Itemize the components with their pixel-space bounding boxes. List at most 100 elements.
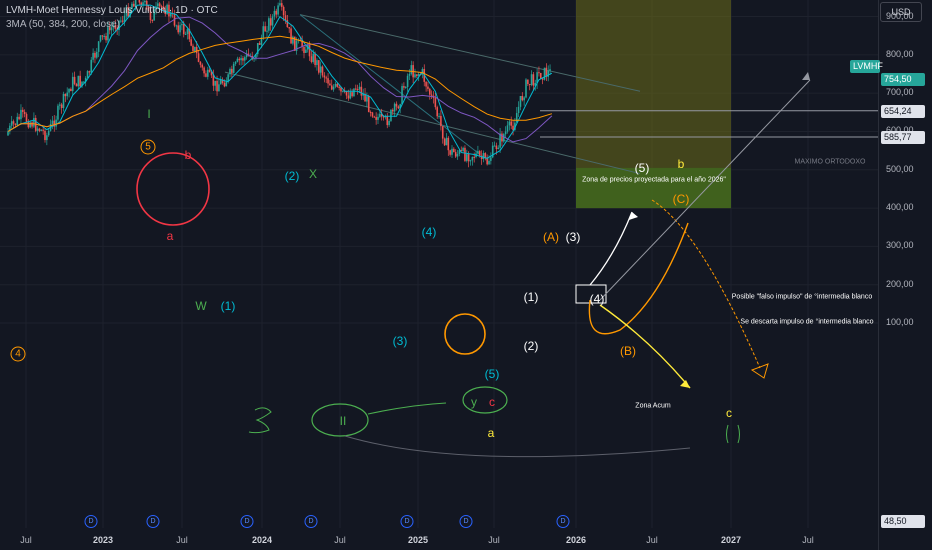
candle bbox=[197, 53, 200, 62]
candle bbox=[453, 148, 455, 153]
candle bbox=[258, 43, 261, 45]
candle bbox=[491, 145, 494, 158]
candle bbox=[221, 79, 224, 83]
dividend-marker[interactable]: D bbox=[84, 515, 98, 528]
candle bbox=[501, 133, 503, 142]
channel-line bbox=[299, 14, 481, 155]
candle bbox=[127, 7, 130, 17]
candle bbox=[515, 113, 518, 123]
candle bbox=[86, 71, 89, 78]
candle bbox=[255, 54, 257, 59]
candle bbox=[84, 77, 87, 82]
candle bbox=[166, 4, 168, 15]
wave-label-I: I bbox=[147, 107, 151, 121]
candle bbox=[286, 20, 289, 28]
price-axis[interactable] bbox=[878, 0, 932, 550]
candle bbox=[75, 83, 78, 87]
candle bbox=[281, 3, 283, 7]
candle bbox=[445, 137, 448, 146]
candle bbox=[227, 74, 229, 82]
candle bbox=[510, 121, 512, 126]
green-question-mark bbox=[248, 407, 272, 434]
candle bbox=[101, 35, 104, 37]
candle bbox=[504, 131, 507, 135]
candle bbox=[208, 69, 211, 73]
candle bbox=[429, 88, 431, 95]
candle bbox=[364, 93, 366, 102]
candle bbox=[271, 16, 274, 26]
candle bbox=[266, 30, 268, 32]
candle bbox=[140, 2, 142, 5]
candle bbox=[223, 82, 226, 87]
candle bbox=[68, 88, 70, 93]
x-tick-label: Jul bbox=[176, 535, 188, 545]
candle bbox=[358, 86, 361, 90]
dividend-marker[interactable]: D bbox=[556, 515, 570, 528]
dividend-marker[interactable]: D bbox=[304, 515, 318, 528]
candle bbox=[480, 155, 483, 160]
price-tag-48,50: 48,50 bbox=[881, 515, 925, 528]
dividend-marker[interactable]: D bbox=[240, 515, 254, 528]
candle bbox=[493, 145, 496, 147]
candle bbox=[262, 26, 265, 38]
level-label-1: Posible "falso impulso" de °intermedia b… bbox=[731, 293, 873, 301]
candle bbox=[534, 83, 537, 86]
candle bbox=[64, 93, 67, 97]
price-tag-754,50: 754,50 bbox=[881, 73, 925, 87]
price-tag-LVMHF: LVMHF bbox=[850, 60, 883, 74]
candle bbox=[495, 145, 498, 150]
projection-zone-label: Zona de precios proyectada para el año 2… bbox=[582, 176, 726, 184]
candle bbox=[201, 64, 204, 68]
x-tick-label: 2023 bbox=[92, 535, 114, 545]
candle bbox=[151, 19, 154, 21]
candle bbox=[308, 44, 311, 57]
candle bbox=[107, 27, 109, 41]
candle bbox=[81, 81, 83, 87]
candle bbox=[55, 119, 57, 127]
candle bbox=[79, 75, 81, 87]
wave-label-c: c bbox=[726, 406, 732, 420]
candle bbox=[162, 6, 165, 11]
candle bbox=[349, 92, 352, 99]
y-tick-label: 800,00 bbox=[886, 48, 914, 59]
candle bbox=[147, 6, 150, 11]
wave-label-b: b bbox=[184, 148, 192, 162]
candle bbox=[186, 29, 189, 34]
candle bbox=[123, 15, 126, 22]
candle bbox=[203, 67, 205, 74]
currency-button[interactable]: USD bbox=[880, 2, 922, 22]
candle bbox=[22, 109, 24, 112]
candle bbox=[369, 111, 372, 113]
candle bbox=[188, 29, 191, 40]
candle bbox=[332, 86, 335, 90]
candle bbox=[532, 74, 535, 86]
white-arrow-path bbox=[589, 211, 633, 286]
candle bbox=[268, 18, 270, 31]
candle bbox=[319, 66, 322, 73]
candle bbox=[125, 7, 128, 16]
candle bbox=[456, 153, 459, 157]
wave-label-c: c bbox=[489, 395, 495, 409]
candle bbox=[443, 138, 446, 146]
dividend-marker[interactable]: D bbox=[400, 515, 414, 528]
candle bbox=[205, 73, 207, 77]
candle bbox=[403, 86, 405, 88]
candle bbox=[18, 116, 20, 120]
candle bbox=[46, 135, 48, 141]
candle bbox=[416, 74, 418, 76]
ma-50 bbox=[7, 4, 553, 159]
wave-label-(5): (5) bbox=[484, 367, 500, 381]
candle bbox=[545, 67, 548, 77]
dividend-marker[interactable]: D bbox=[459, 515, 473, 528]
white-arrow-head bbox=[629, 212, 638, 220]
candle bbox=[275, 10, 278, 15]
candle bbox=[134, 0, 137, 7]
wedge-top-line bbox=[299, 14, 641, 92]
candle bbox=[338, 86, 340, 88]
candle bbox=[14, 123, 17, 125]
indicator-legend[interactable]: 3MA (50, 384, 200, close) bbox=[6, 19, 120, 30]
candle bbox=[410, 65, 413, 74]
dividend-marker[interactable]: D bbox=[146, 515, 160, 528]
candle bbox=[212, 75, 215, 86]
